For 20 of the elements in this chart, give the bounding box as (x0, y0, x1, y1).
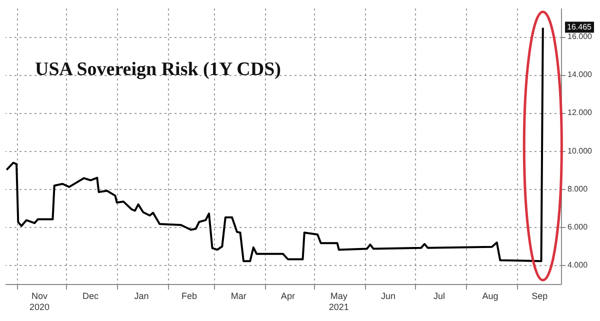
x-tick-label: Jan (134, 291, 149, 301)
text: USA Sovereign Risk (1Y CDS) (35, 58, 281, 80)
x-tick-label: Dec (82, 291, 100, 301)
x-tick-label: Sep (532, 291, 548, 301)
x-tick-label: Jul (434, 291, 446, 301)
x-tick-label: Jun (381, 291, 396, 301)
y-tick-label: 12.000 (568, 108, 593, 118)
y-tick-label: 14.000 (568, 70, 593, 80)
x-tick-label: Nov 2020 (30, 291, 50, 312)
x-tick-label: Aug (482, 291, 498, 301)
y-tick-label: 8.000 (568, 184, 588, 194)
x-tick-label: Feb (181, 291, 197, 301)
y-tick-label: 16.000 (568, 32, 593, 42)
y-tick-label: 4.000 (568, 260, 588, 270)
x-tick-label: May 2021 (328, 291, 349, 312)
line-series (6, 26, 544, 262)
x-tick-label: Mar (230, 291, 246, 301)
x-tick-label: Apr (280, 291, 295, 301)
y-tick-label: 10.000 (568, 146, 593, 156)
y-tick-label: 6.000 (568, 222, 588, 232)
